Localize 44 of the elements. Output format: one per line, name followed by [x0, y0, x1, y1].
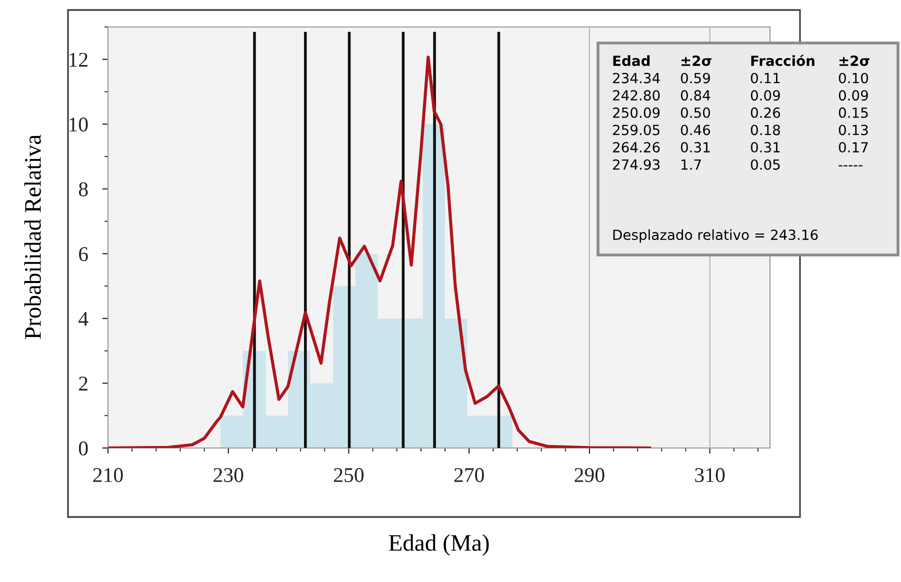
- x-tick-label: 290: [574, 468, 604, 482]
- y-tick-label: 0: [78, 441, 88, 456]
- y-tick-label: 2: [79, 376, 88, 390]
- x-axis-title: Edad (Ma): [388, 534, 489, 556]
- y-axis-title: Probabilidad Relativa: [24, 134, 41, 339]
- text: 0.10: [838, 72, 868, 84]
- annotation: ±2σ: [681, 56, 712, 66]
- annotation: 1.7: [682, 160, 701, 170]
- text: 0.09: [838, 90, 868, 101]
- annotation: Desplazado relativo = 243.16: [613, 229, 818, 243]
- annotation: Fracción: [751, 54, 814, 66]
- text: ±2σ: [839, 56, 870, 66]
- annotation: 0.26: [750, 107, 780, 118]
- x-tick-label: 210: [93, 468, 123, 482]
- annotation: 0.31: [680, 142, 710, 153]
- annotation: 274.93: [613, 159, 660, 170]
- x-tick-label: 250: [334, 468, 364, 482]
- annotation: 0.46: [680, 124, 710, 136]
- annotation: 0.31: [750, 142, 780, 153]
- text: 0.13: [838, 124, 868, 136]
- text: 0.15: [838, 107, 868, 118]
- annotation: 0.18: [750, 124, 780, 136]
- y-tick-label: 4: [78, 312, 88, 326]
- x-tick-label: 270: [454, 468, 484, 482]
- annotation: 0.84: [680, 90, 710, 101]
- annotation: 0.05: [750, 159, 780, 170]
- text: -----: [838, 165, 862, 166]
- annotation: 242.80: [613, 90, 660, 101]
- annotation: 0.11: [750, 72, 780, 84]
- text: 0.17: [838, 142, 868, 153]
- y-tick-label: 6: [79, 247, 88, 262]
- annotation: 0.09: [750, 90, 780, 101]
- annotation: 250.09: [613, 107, 660, 118]
- annotation: 0.50: [680, 107, 710, 118]
- x-tick-label: 310: [695, 468, 725, 482]
- annotation: Edad: [613, 55, 650, 66]
- x-tick-label: 230: [214, 468, 244, 482]
- y-tick-label: 12: [70, 52, 88, 67]
- annotation: 0.59: [680, 72, 710, 84]
- annotation: 264.26: [613, 142, 660, 153]
- y-tick-label: 8: [78, 182, 88, 196]
- annotation: 259.05: [613, 124, 660, 136]
- y-tick-label: 10: [70, 118, 88, 132]
- annotation: 234.34: [613, 72, 660, 84]
